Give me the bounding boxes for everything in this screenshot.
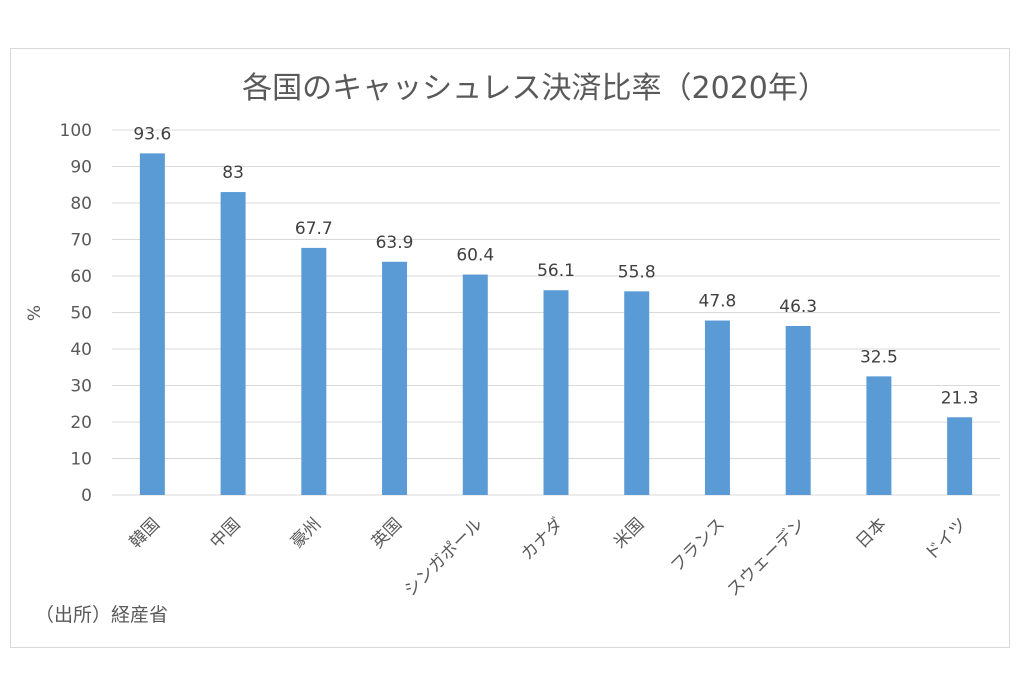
bar <box>543 290 569 495</box>
y-tick-label: 0 <box>81 486 92 506</box>
data-label: 93.6 <box>133 124 171 144</box>
y-tick-label: 80 <box>70 194 92 214</box>
data-labels: 93.6 83 67.7 63.9 60.4 56.1 55.8 47.8 46.3 32.5 21… <box>133 124 978 408</box>
data-label: 47.8 <box>699 292 737 312</box>
y-tick-label: 20 <box>70 413 92 433</box>
data-label: 63.9 <box>376 233 414 253</box>
bar <box>301 247 327 495</box>
x-tick-label: シンガポール <box>401 514 487 600</box>
y-tick-label: 60 <box>70 267 92 287</box>
x-tick-label: 英国 <box>368 514 406 552</box>
data-label: 21.3 <box>941 388 979 408</box>
y-axis-label: % <box>25 305 45 321</box>
bar <box>704 320 730 495</box>
x-tick-label: カナダ <box>517 514 567 564</box>
x-tick-label: フランス <box>667 514 729 576</box>
y-tick-label: 70 <box>70 231 92 251</box>
bar <box>139 153 165 496</box>
data-label: 55.8 <box>618 262 656 282</box>
source-note: （出所）経産省 <box>35 604 168 626</box>
y-axis-ticks: 0 10 20 30 40 50 60 70 80 90 100 <box>60 121 92 506</box>
x-tick-label: 豪州 <box>286 514 325 553</box>
bar <box>785 326 811 495</box>
data-label: 83 <box>222 163 244 183</box>
gridlines <box>112 129 1000 496</box>
x-tick-label: 韓国 <box>126 514 164 552</box>
chart-title: 各国のキャッシュレス決済比率（2020年） <box>242 71 828 106</box>
y-tick-label: 50 <box>70 304 92 324</box>
y-tick-label: 30 <box>70 377 92 397</box>
bars <box>139 153 973 496</box>
x-tick-label: 米国 <box>610 514 648 552</box>
bar <box>382 261 408 495</box>
y-tick-label: 40 <box>70 340 92 360</box>
y-tick-label: 10 <box>70 450 92 470</box>
x-tick-label: 中国 <box>206 514 244 552</box>
bar <box>866 376 892 495</box>
x-tick-label: スウェーデン <box>723 514 810 601</box>
y-tick-label: 100 <box>60 121 92 141</box>
bar <box>947 417 973 495</box>
bar <box>462 274 488 495</box>
bar <box>220 192 246 496</box>
x-tick-label: 日本 <box>852 514 890 552</box>
chart-frame <box>10 48 1010 648</box>
data-label: 46.3 <box>779 297 817 317</box>
data-label: 60.4 <box>456 246 494 266</box>
y-tick-label: 90 <box>70 158 92 178</box>
data-label: 32.5 <box>860 347 898 367</box>
x-tick-label: ドイツ <box>921 514 971 564</box>
data-label: 56.1 <box>537 261 575 281</box>
data-label: 67.7 <box>295 219 333 239</box>
bar <box>624 291 650 495</box>
